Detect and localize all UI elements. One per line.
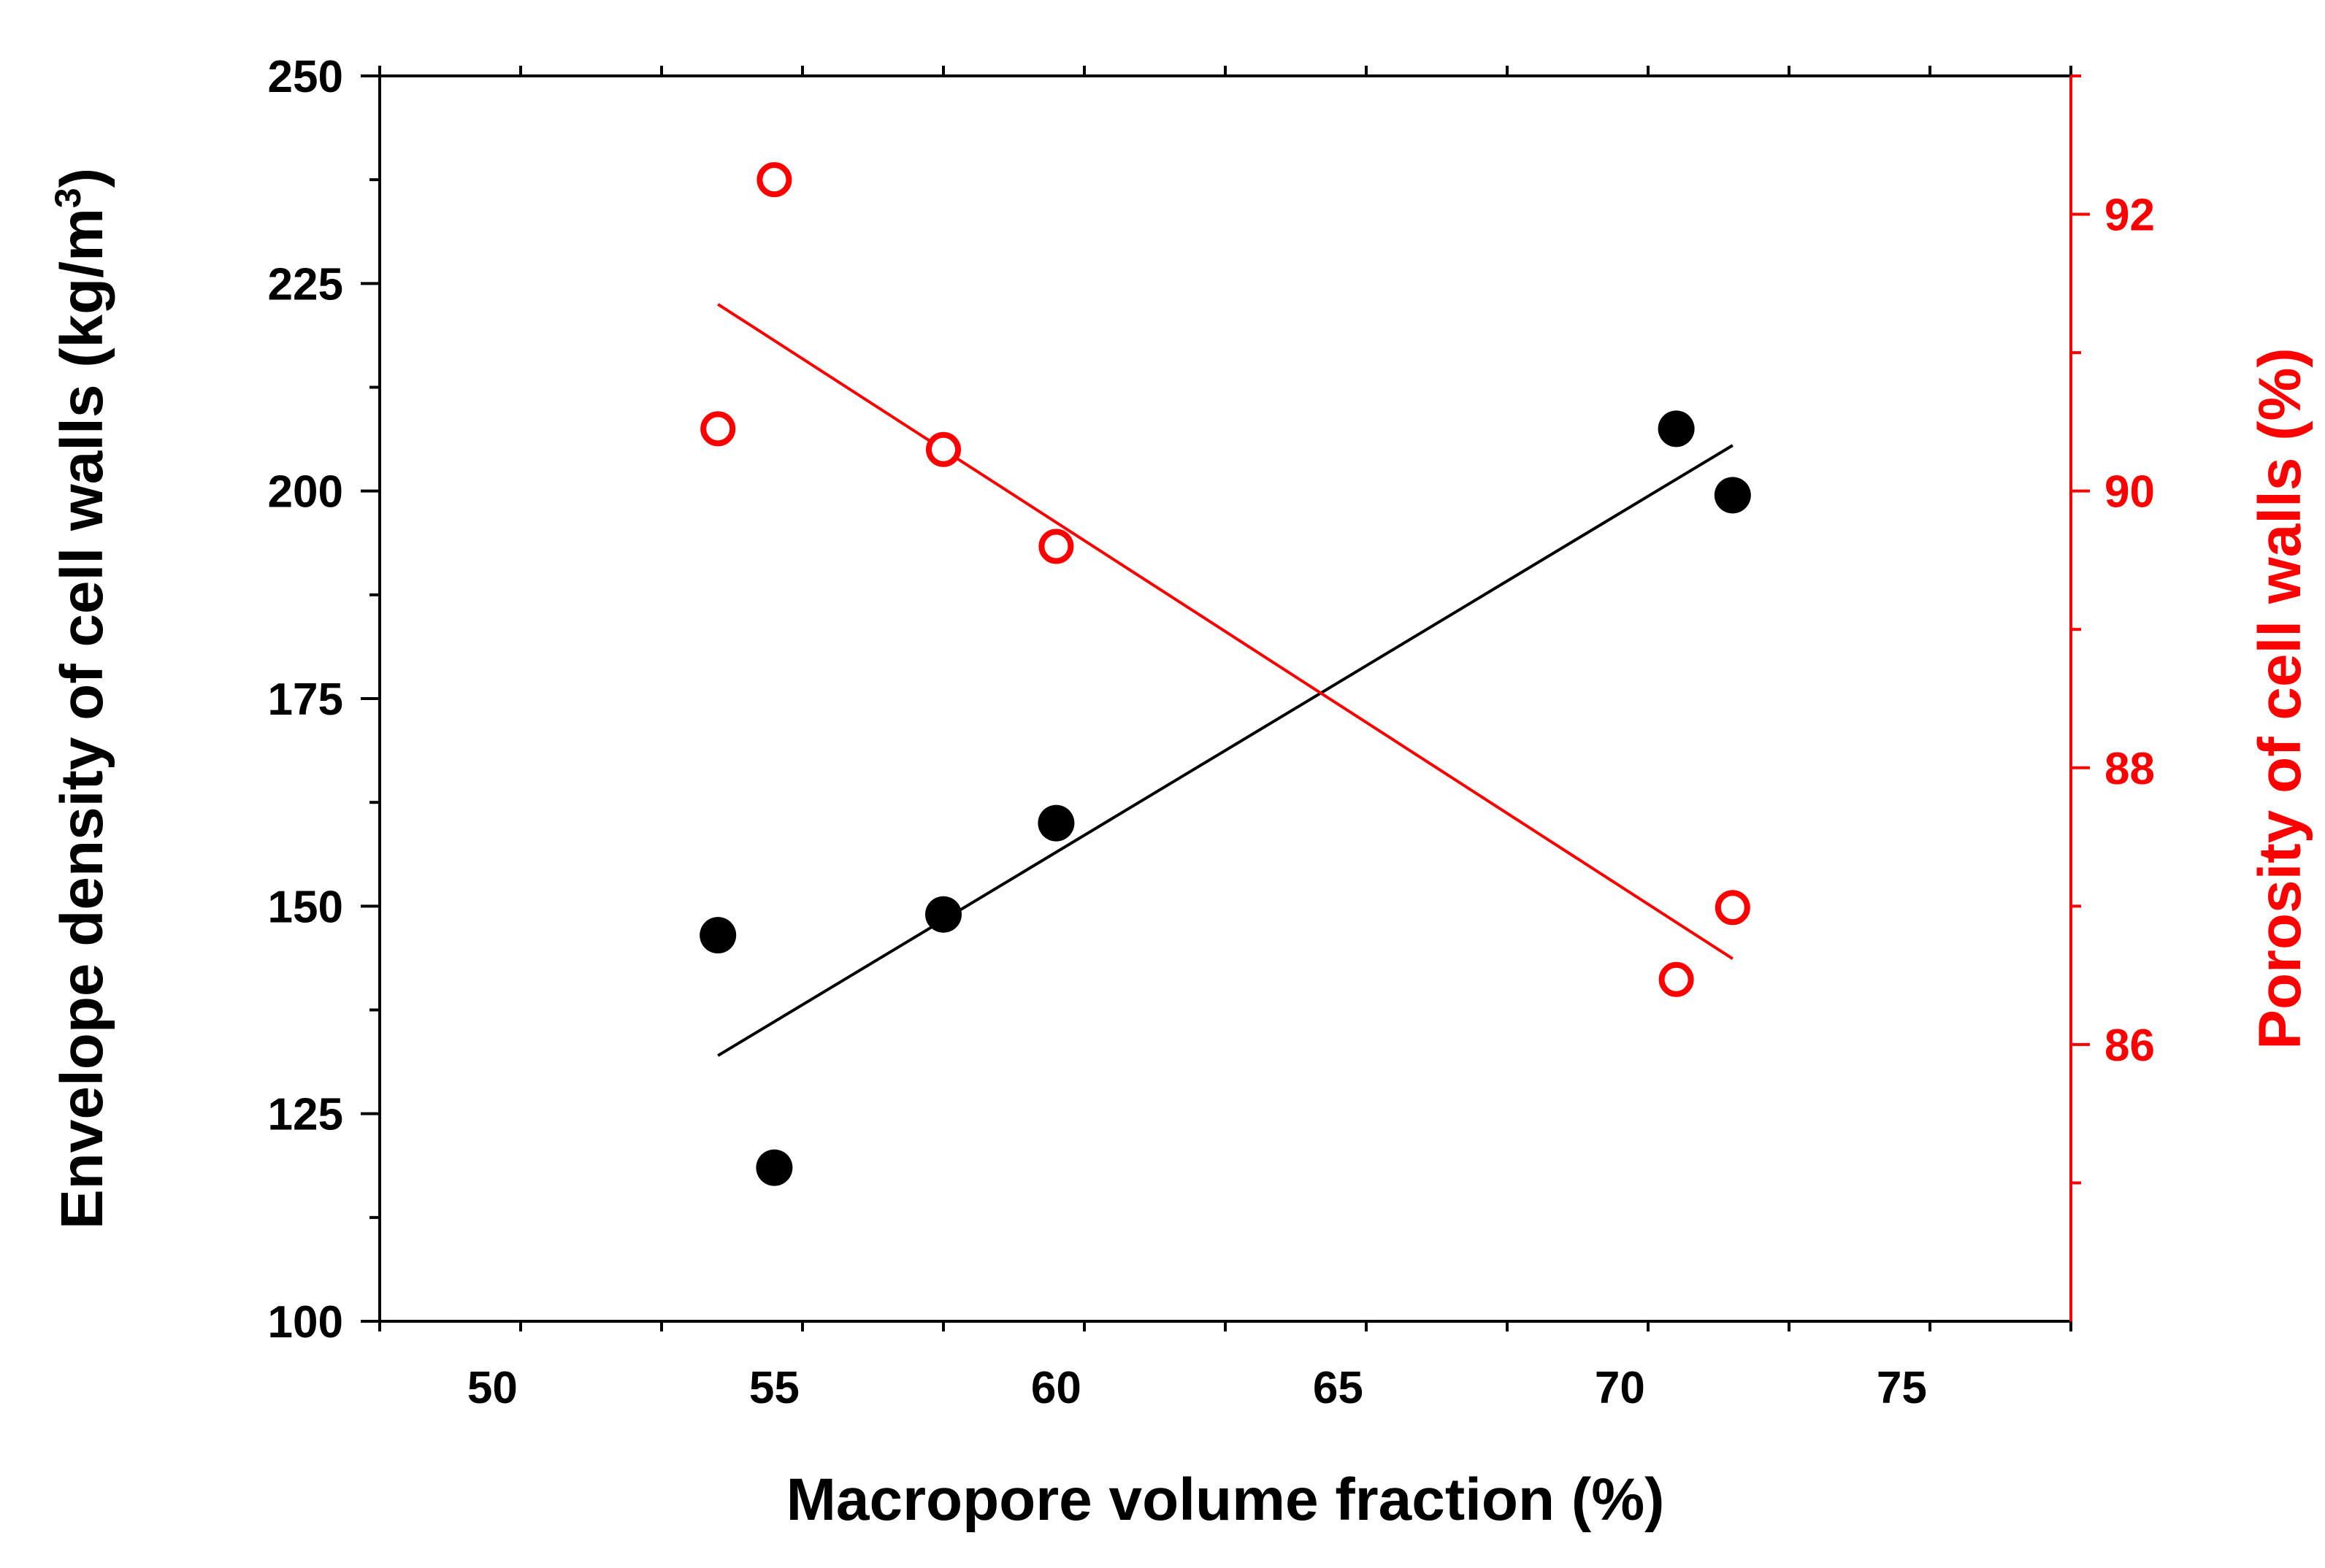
- density-point: [1714, 477, 1751, 514]
- x-tick-label: 75: [1877, 1363, 1927, 1413]
- y-tick-label: 125: [268, 1090, 343, 1140]
- density-fit-line: [717, 444, 1734, 1057]
- density-point: [925, 896, 962, 933]
- density-point: [1038, 804, 1075, 842]
- y-axis-title-suffix: ): [49, 168, 115, 188]
- x-tick-label: 60: [1031, 1363, 1081, 1413]
- porosity-point: [926, 431, 961, 467]
- x-tick-label: 70: [1595, 1363, 1645, 1413]
- y-tick-label: 250: [268, 52, 343, 102]
- x-tick-label: 55: [749, 1363, 800, 1413]
- plot-frame: [378, 74, 2072, 1323]
- y-tick-label: 200: [268, 467, 343, 518]
- y-axis-title: Envelope density of cell walls (kg/m3): [47, 168, 115, 1229]
- axis-ticks: [361, 66, 2090, 1331]
- porosity-point: [757, 162, 792, 198]
- porosity-point: [1038, 529, 1074, 564]
- data-points: [700, 162, 1751, 1186]
- density-point: [756, 1149, 793, 1186]
- x-tick-label: 65: [1313, 1363, 1363, 1413]
- y-tick-label: 100: [268, 1297, 343, 1348]
- y-tick-label: 225: [268, 259, 343, 310]
- tick-labels: 50 55 60 65 70 75 100 125 150 175 200 225 250 86 88 90 9…: [268, 52, 2155, 1413]
- x-axis-title: Macropore volume fraction (%): [786, 1467, 1665, 1533]
- y2-tick-label: 90: [2104, 467, 2155, 518]
- y2-axis-title: Porosity of cell walls (%): [2247, 347, 2313, 1049]
- density-point: [700, 917, 737, 954]
- y2-tick-label: 88: [2104, 744, 2155, 794]
- y-axis-title-superscript: 3: [47, 188, 88, 208]
- porosity-point: [1715, 890, 1750, 926]
- porosity-fit-line: [717, 303, 1734, 961]
- porosity-point: [1658, 961, 1694, 997]
- porosity-point: [700, 411, 736, 447]
- y-axis-title-main: Envelope density of cell walls (kg/m: [49, 208, 115, 1229]
- y2-tick-label: 86: [2104, 1021, 2155, 1071]
- density-point: [1658, 410, 1695, 447]
- x-tick-label: 50: [467, 1363, 518, 1413]
- y-tick-label: 150: [268, 882, 343, 932]
- y-tick-label: 175: [268, 675, 343, 725]
- y2-tick-label: 92: [2104, 191, 2155, 241]
- fit-lines: [717, 303, 1734, 1057]
